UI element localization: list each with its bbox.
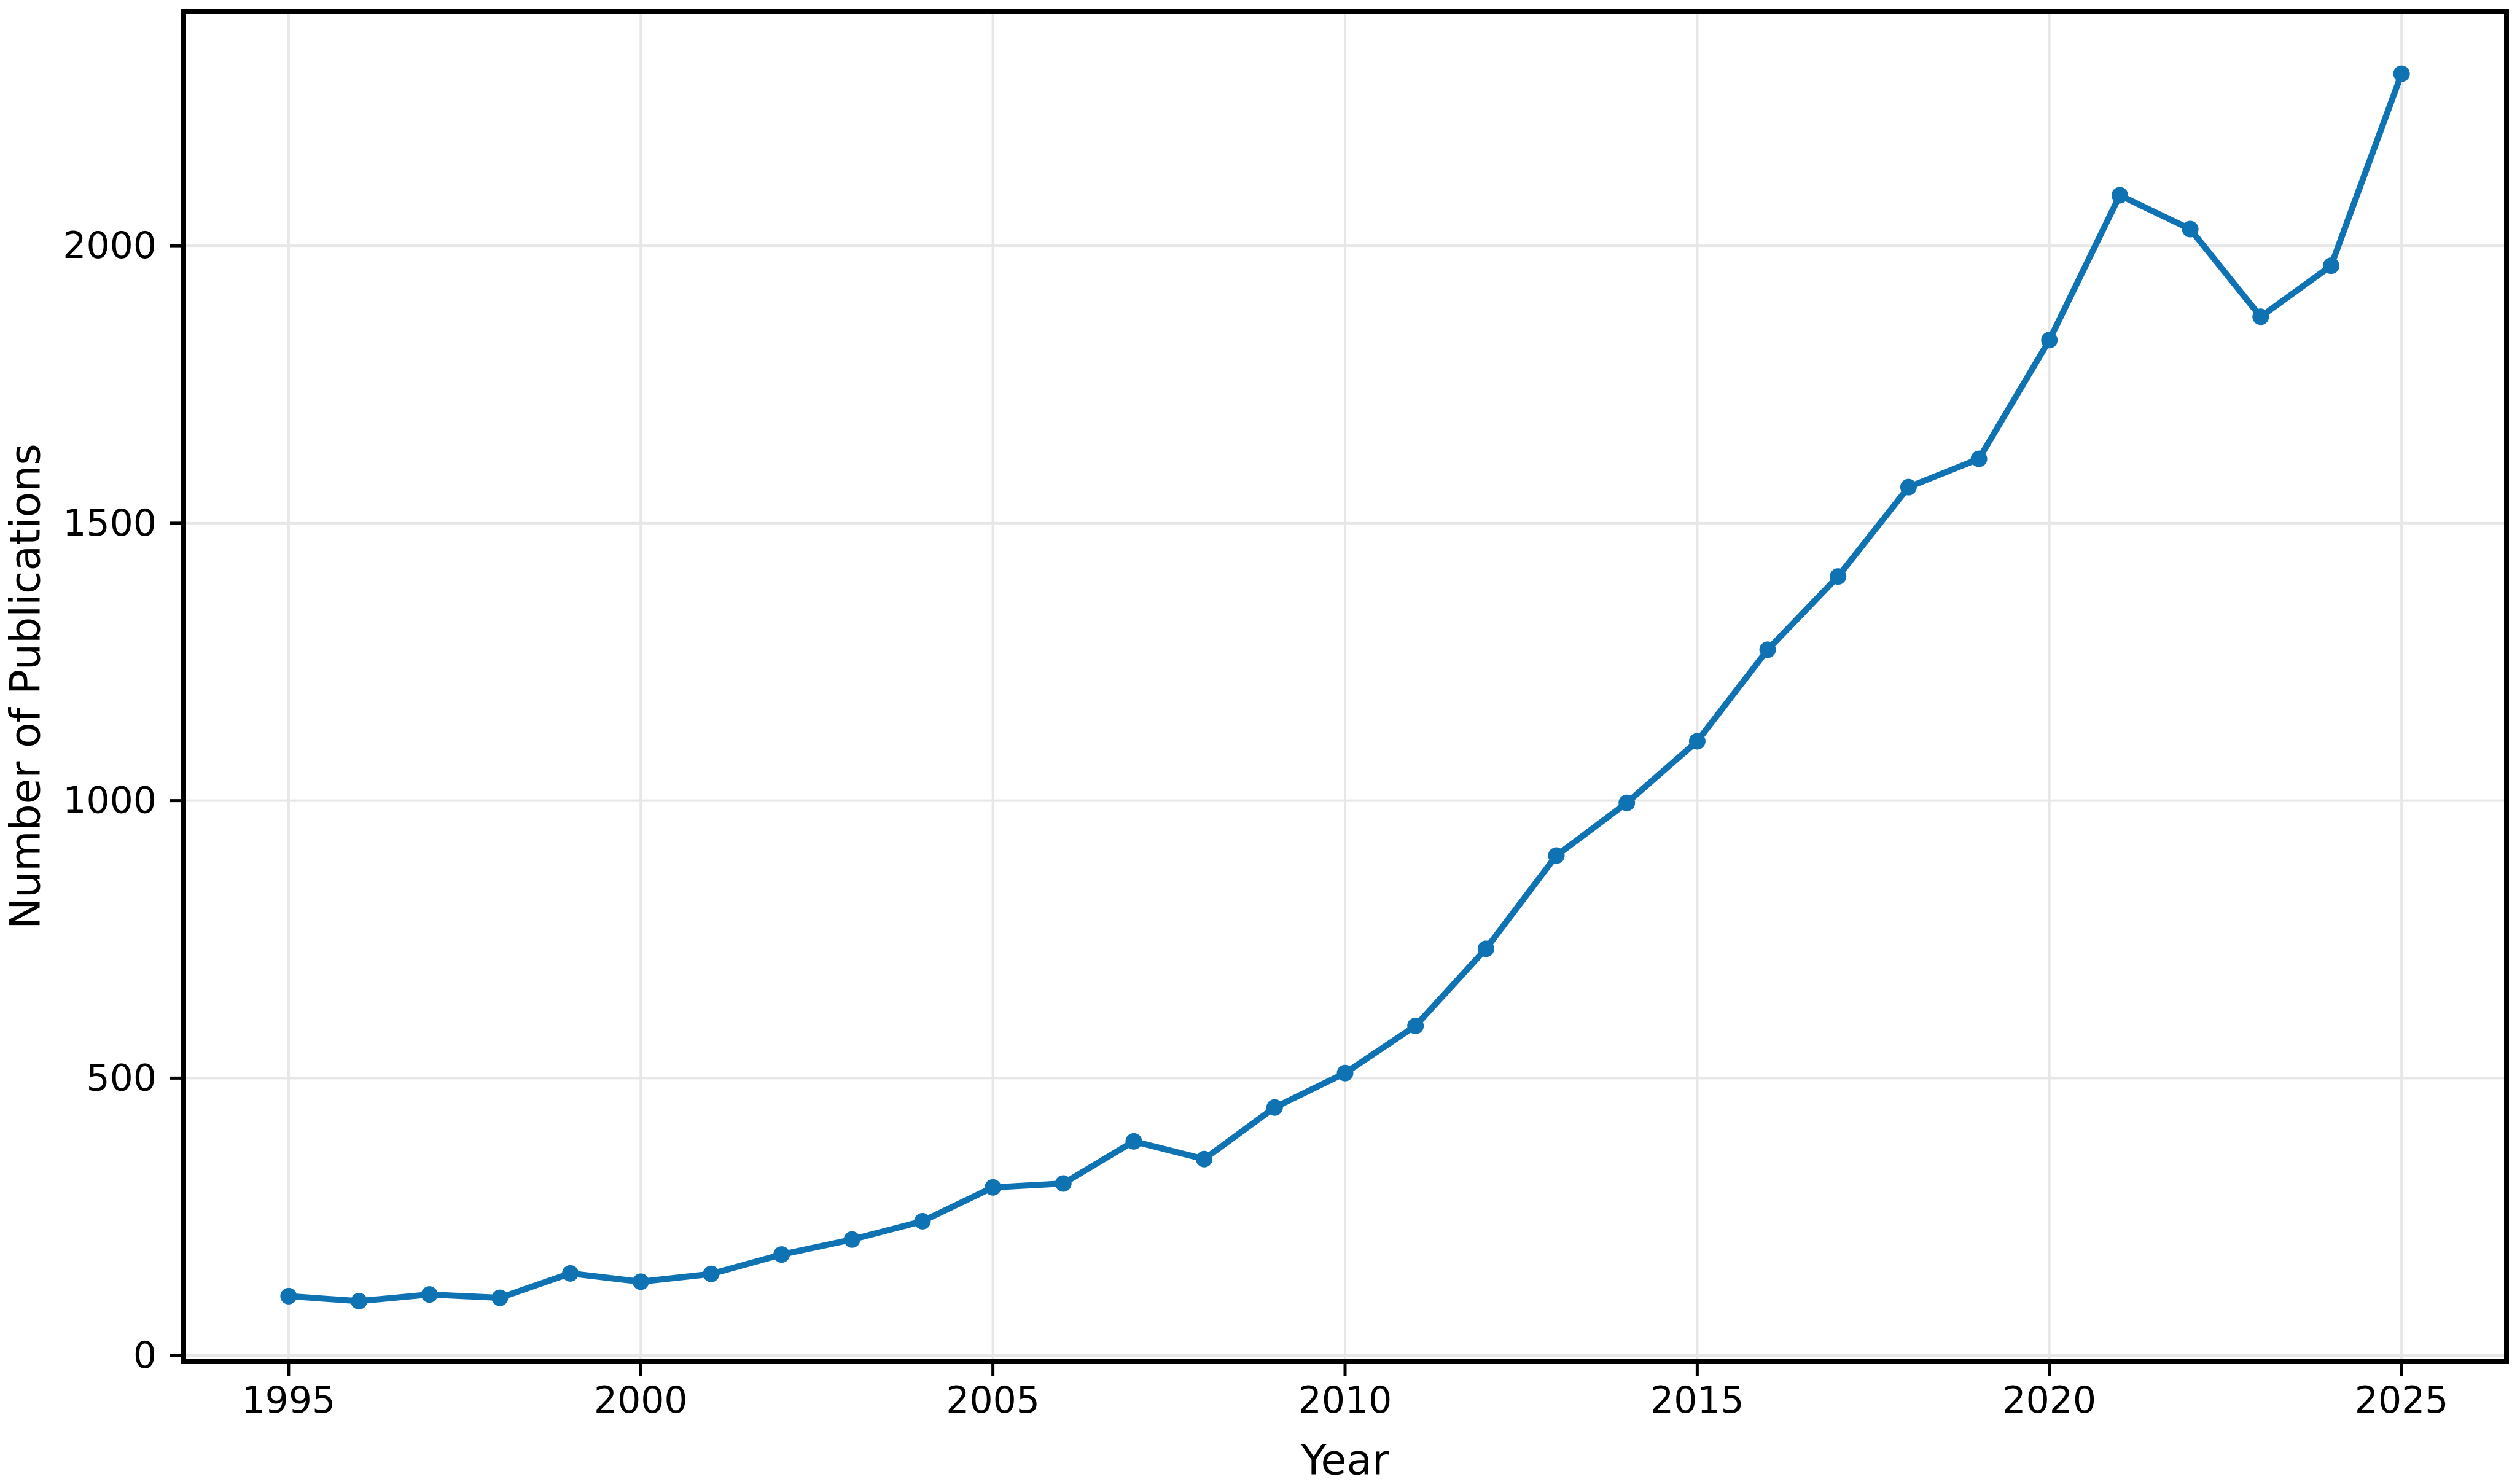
data-point-2001 (703, 1265, 720, 1282)
data-point-2022 (2182, 220, 2199, 238)
data-point-2006 (1055, 1175, 1072, 1192)
data-point-2011 (1407, 1017, 1424, 1034)
x-tick-label-2015: 2015 (1650, 1379, 1744, 1422)
x-tick-label-2025: 2025 (2355, 1379, 2449, 1422)
data-point-2017 (1830, 568, 1847, 585)
data-point-1998 (491, 1289, 509, 1306)
y-tick-label-0: 0 (133, 1334, 157, 1377)
data-point-2002 (773, 1246, 790, 1263)
data-point-2003 (843, 1231, 860, 1248)
data-point-2016 (1759, 641, 1776, 658)
data-point-2009 (1266, 1099, 1283, 1116)
data-point-2007 (1125, 1133, 1142, 1150)
data-point-1997 (421, 1286, 438, 1303)
data-point-2021 (2111, 187, 2128, 204)
data-point-1999 (562, 1265, 579, 1282)
y-tick-label-2000: 2000 (63, 224, 157, 267)
data-point-2014 (1618, 794, 1636, 811)
data-point-2020 (2041, 332, 2058, 349)
tick-labels: 1995 2000 2005 2010 2015 2020 2025 0 500 1000 1500… (63, 224, 2448, 1422)
x-tick-label-2005: 2005 (946, 1379, 1040, 1422)
data-point-2018 (1900, 478, 1917, 496)
x-tick-label-2000: 2000 (594, 1379, 688, 1422)
series (280, 65, 2410, 1310)
ticks (170, 244, 2403, 1376)
data-point-2013 (1548, 847, 1565, 864)
data-point-2005 (985, 1179, 1002, 1196)
y-tick-label-1000: 1000 (63, 779, 157, 822)
data-point-2019 (1970, 450, 1988, 467)
data-point-1996 (351, 1293, 368, 1310)
data-point-2015 (1688, 733, 1706, 750)
data-point-2010 (1336, 1064, 1354, 1082)
data-point-2025 (2393, 65, 2410, 82)
data-point-2004 (914, 1212, 931, 1230)
data-point-2008 (1196, 1150, 1213, 1168)
x-tick-label-1995: 1995 (242, 1379, 336, 1422)
y-tick-label-1500: 1500 (63, 502, 157, 545)
x-axis-label: Year (1300, 1437, 1389, 1482)
x-tick-label-2020: 2020 (2002, 1379, 2096, 1422)
x-tick-label-2010: 2010 (1298, 1379, 1392, 1422)
y-tick-label-500: 500 (86, 1056, 157, 1099)
y-axis-label: Number of Publications (2, 443, 50, 929)
data-point-2012 (1477, 940, 1494, 957)
data-point-2023 (2252, 308, 2269, 326)
data-point-2000 (632, 1273, 649, 1290)
data-point-1995 (280, 1287, 297, 1305)
data-point-2024 (2322, 257, 2339, 275)
